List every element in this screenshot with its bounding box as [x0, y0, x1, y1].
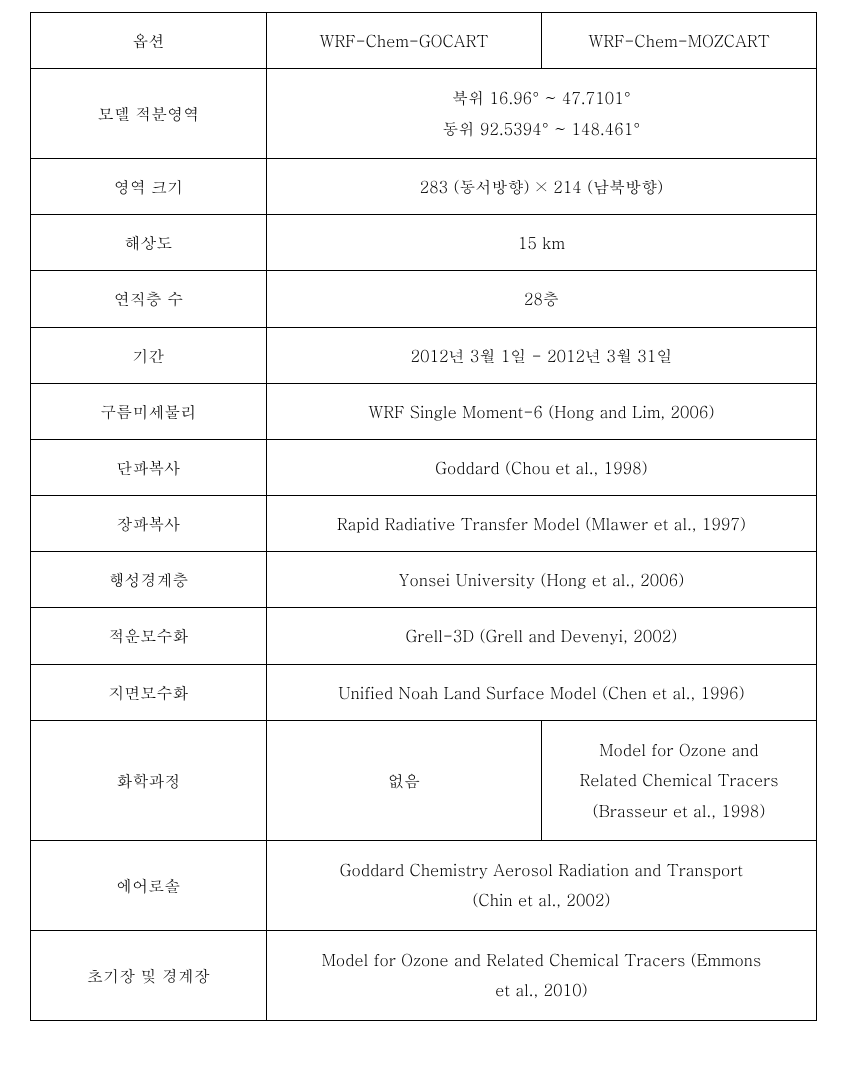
row-value: 15 km [266, 215, 816, 271]
row-line1: Goddard Chemistry Aerosol Radiation and … [340, 858, 743, 881]
row-line3: (Brasseur et al., 1998) [593, 799, 766, 822]
row-label: 초기장 및 경계장 [31, 930, 267, 1020]
row-label: 모델 적분영역 [31, 69, 267, 159]
table-row: 행성경계층 Yonsei University (Hong et al., 20… [31, 552, 817, 608]
row-value: 28층 [266, 271, 816, 327]
row-label: 지면모수화 [31, 664, 267, 720]
row-line2: Related Chemical Tracers [579, 768, 778, 791]
table-row: 모델 적분영역 북위 16.96° ~ 47.7101° 동위 92.5394°… [31, 69, 817, 159]
row-value: Unified Noah Land Surface Model (Chen et… [266, 664, 816, 720]
row-value: Grell-3D (Grell and Devenyi, 2002) [266, 608, 816, 664]
header-col1: WRF-Chem-GOCART [266, 13, 541, 69]
row-label: 화학과정 [31, 720, 267, 840]
row-value: Yonsei University (Hong et al., 2006) [266, 552, 816, 608]
row-value: WRF Single Moment-6 (Hong and Lim, 2006) [266, 383, 816, 439]
table-header-row: 옵션 WRF-Chem-GOCART WRF-Chem-MOZCART [31, 13, 817, 69]
row-label: 구름미세물리 [31, 383, 267, 439]
row-value: Model for Ozone and Related Chemical Tra… [266, 930, 816, 1020]
row-label: 적운모수화 [31, 608, 267, 664]
row-value1: 없음 [266, 720, 541, 840]
table-row: 적운모수화 Grell-3D (Grell and Devenyi, 2002) [31, 608, 817, 664]
row-value: 북위 16.96° ~ 47.7101° 동위 92.5394° ~ 148.4… [266, 69, 816, 159]
row-line2: (Chin et al., 2002) [472, 888, 610, 911]
table-row: 에어로솔 Goddard Chemistry Aerosol Radiation… [31, 841, 817, 931]
header-label: 옵션 [31, 13, 267, 69]
row-value: Goddard (Chou et al., 1998) [266, 439, 816, 495]
row-line2: et al., 2010) [495, 978, 587, 1001]
table-row: 기간 2012년 3월 1일 - 2012년 3월 31일 [31, 327, 817, 383]
config-table: 옵션 WRF-Chem-GOCART WRF-Chem-MOZCART 모델 적… [30, 12, 817, 1021]
table-row: 장파복사 Rapid Radiative Transfer Model (Mla… [31, 496, 817, 552]
row-value2: Model for Ozone and Related Chemical Tra… [541, 720, 816, 840]
table-row: 초기장 및 경계장 Model for Ozone and Related Ch… [31, 930, 817, 1020]
row-value: Rapid Radiative Transfer Model (Mlawer e… [266, 496, 816, 552]
row-label: 단파복사 [31, 439, 267, 495]
row-label: 행성경계층 [31, 552, 267, 608]
table-row: 연직층 수 28층 [31, 271, 817, 327]
header-col2: WRF-Chem-MOZCART [541, 13, 816, 69]
table-row: 영역 크기 283 (동서방향) × 214 (남북방향) [31, 158, 817, 214]
row-label: 에어로솔 [31, 841, 267, 931]
row-label: 해상도 [31, 215, 267, 271]
row-label: 영역 크기 [31, 158, 267, 214]
row-value: Goddard Chemistry Aerosol Radiation and … [266, 841, 816, 931]
row-line1: Model for Ozone and Related Chemical Tra… [322, 948, 762, 971]
row-value: 2012년 3월 1일 - 2012년 3월 31일 [266, 327, 816, 383]
row-line1: 북위 16.96° ~ 47.7101° [452, 86, 631, 109]
table-row: 구름미세물리 WRF Single Moment-6 (Hong and Lim… [31, 383, 817, 439]
table-row: 단파복사 Goddard (Chou et al., 1998) [31, 439, 817, 495]
row-value: 283 (동서방향) × 214 (남북방향) [266, 158, 816, 214]
row-line1: Model for Ozone and [599, 738, 758, 761]
row-label: 장파복사 [31, 496, 267, 552]
table-row: 해상도 15 km [31, 215, 817, 271]
row-line2: 동위 92.5394° ~ 148.461° [443, 117, 641, 140]
table-row: 화학과정 없음 Model for Ozone and Related Chem… [31, 720, 817, 840]
row-label: 기간 [31, 327, 267, 383]
table-row: 지면모수화 Unified Noah Land Surface Model (C… [31, 664, 817, 720]
row-label: 연직층 수 [31, 271, 267, 327]
